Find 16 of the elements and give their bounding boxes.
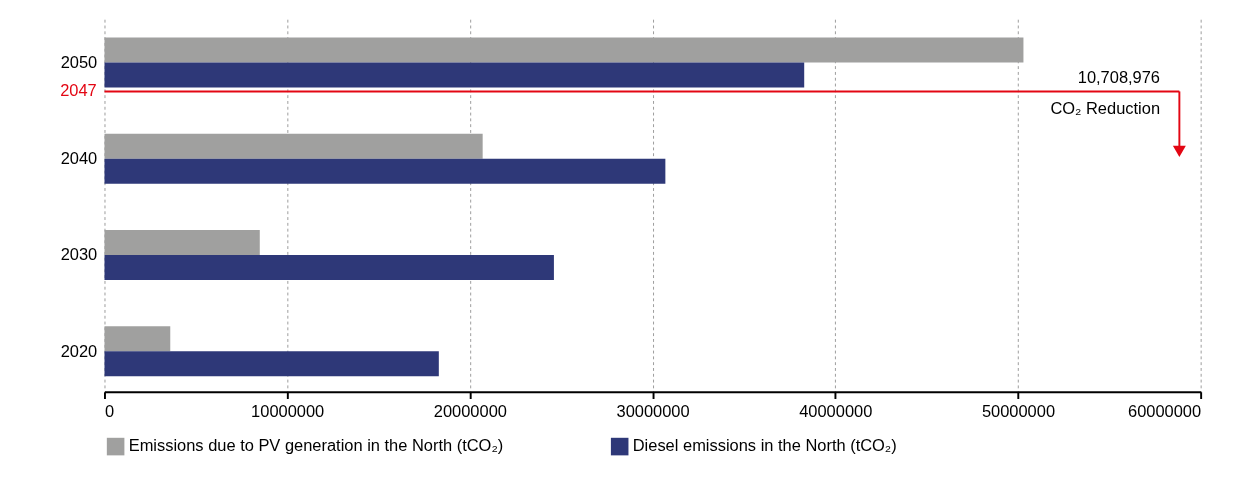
y-tick-label: 2030 [60, 245, 98, 264]
x-tick-label: 30000000 [616, 402, 690, 421]
ref-line-label: 2047 [60, 81, 97, 100]
y-tick-label: 2020 [60, 341, 98, 360]
x-tick-label: 40000000 [799, 402, 873, 421]
y-tick-label: 2040 [60, 149, 98, 168]
x-tick-label: 0 [104, 402, 115, 421]
annotation: CO₂ Reduction [1050, 98, 1161, 117]
x-tick-label: 20000000 [433, 402, 507, 421]
x-tick-label: 60000000 [1128, 402, 1202, 421]
y-tick-label: 2050 [60, 52, 98, 71]
x-tick-label: 50000000 [981, 402, 1056, 421]
annotation: 10,708,976 [1077, 67, 1161, 86]
legend-label: Emissions due to PV generation in the North (tCO₂) [128, 436, 504, 455]
x-tick-label: 10000000 [251, 402, 325, 421]
legend-label: Diesel emissions in the North (tCO₂) [632, 436, 897, 455]
